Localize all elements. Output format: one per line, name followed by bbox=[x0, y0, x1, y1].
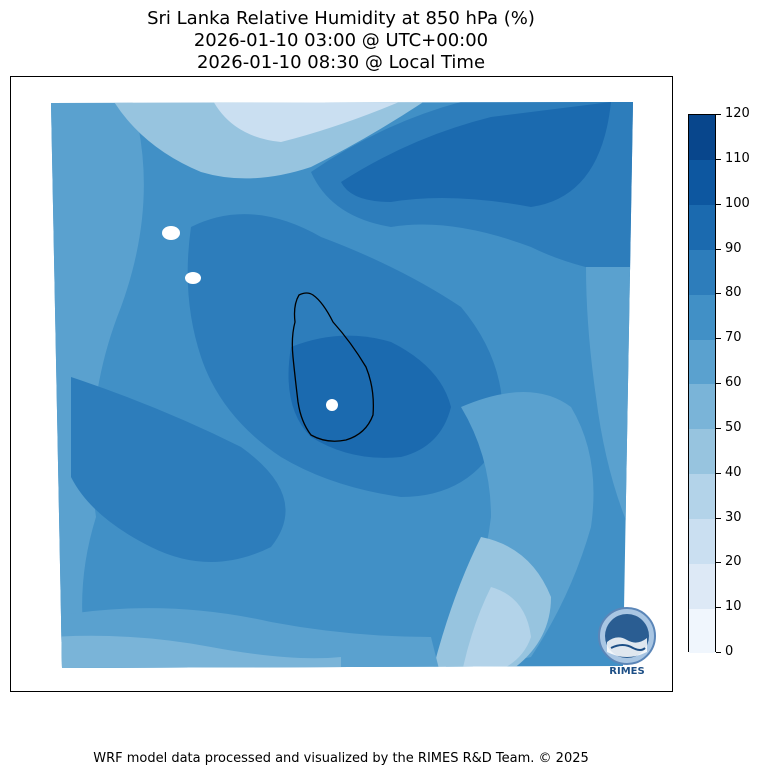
colorbar-tick bbox=[716, 293, 721, 295]
colorbar-tick-label: 0 bbox=[725, 644, 734, 659]
colorbar-tick bbox=[716, 203, 721, 205]
utc-time: 2026-01-10 03:00 @ UTC+00:00 bbox=[193, 30, 489, 51]
rimes-globe-icon bbox=[598, 607, 656, 665]
colorbar-segment bbox=[689, 115, 715, 161]
colorbar-tick-label: 60 bbox=[725, 375, 742, 390]
colorbar-tick-label: 10 bbox=[725, 599, 742, 615]
colorbar-segment bbox=[689, 159, 715, 206]
colorbar-tick-label: 100 bbox=[725, 195, 750, 211]
colorbar-tick-label: 120 bbox=[725, 106, 750, 121]
colorbar-segment bbox=[689, 294, 715, 340]
colorbar-tick bbox=[716, 248, 721, 250]
colorbar-tick bbox=[716, 338, 721, 340]
map-title: Sri Lanka Relative Humidity at 850 hPa (… bbox=[147, 8, 535, 29]
colorbar-tick-label: 110 bbox=[725, 150, 750, 166]
colorbar-tick bbox=[716, 383, 721, 384]
colorbar-segment bbox=[689, 249, 715, 295]
colorbar-tick bbox=[716, 607, 721, 609]
colorbar-tick bbox=[716, 427, 721, 429]
colorbar-segment bbox=[689, 473, 715, 519]
colorbar-tick-label: 80 bbox=[725, 285, 742, 301]
colorbar-tick-label: 70 bbox=[725, 330, 742, 346]
colorbar-tick-label: 20 bbox=[725, 554, 742, 570]
map-frame bbox=[10, 76, 673, 692]
colorbar bbox=[688, 114, 716, 654]
rimes-logo-text: RIMES bbox=[609, 666, 645, 677]
colorbar-segment bbox=[689, 428, 715, 475]
local-time: 2026-01-10 08:30 @ Local Time bbox=[196, 52, 486, 73]
colorbar-tick-label: 90 bbox=[725, 240, 742, 256]
colorbar-tick-label: 30 bbox=[725, 509, 742, 525]
colorbar-segment bbox=[689, 608, 715, 654]
colorbar-segment bbox=[689, 204, 715, 250]
colorbar-tick bbox=[716, 652, 721, 653]
colorbar-tick bbox=[716, 114, 721, 115]
colorbar-tick bbox=[716, 562, 721, 564]
colorbar-segment bbox=[689, 563, 715, 609]
sri-lanka-coastline bbox=[291, 292, 374, 442]
humidity-map bbox=[51, 102, 633, 668]
humidity-field bbox=[51, 102, 633, 668]
colorbar-segment bbox=[689, 518, 715, 564]
rimes-logo: RIMES bbox=[597, 606, 657, 680]
colorbar-tick-label: 50 bbox=[725, 419, 742, 435]
colorbar-segment bbox=[689, 384, 715, 430]
footer-credit: WRF model data processed and visualized … bbox=[93, 751, 589, 766]
colorbar-tick bbox=[716, 472, 721, 474]
colorbar-tick bbox=[716, 158, 721, 160]
colorbar-tick bbox=[716, 517, 721, 519]
colorbar-segment bbox=[689, 339, 715, 385]
colorbar-tick-label: 40 bbox=[725, 464, 742, 480]
